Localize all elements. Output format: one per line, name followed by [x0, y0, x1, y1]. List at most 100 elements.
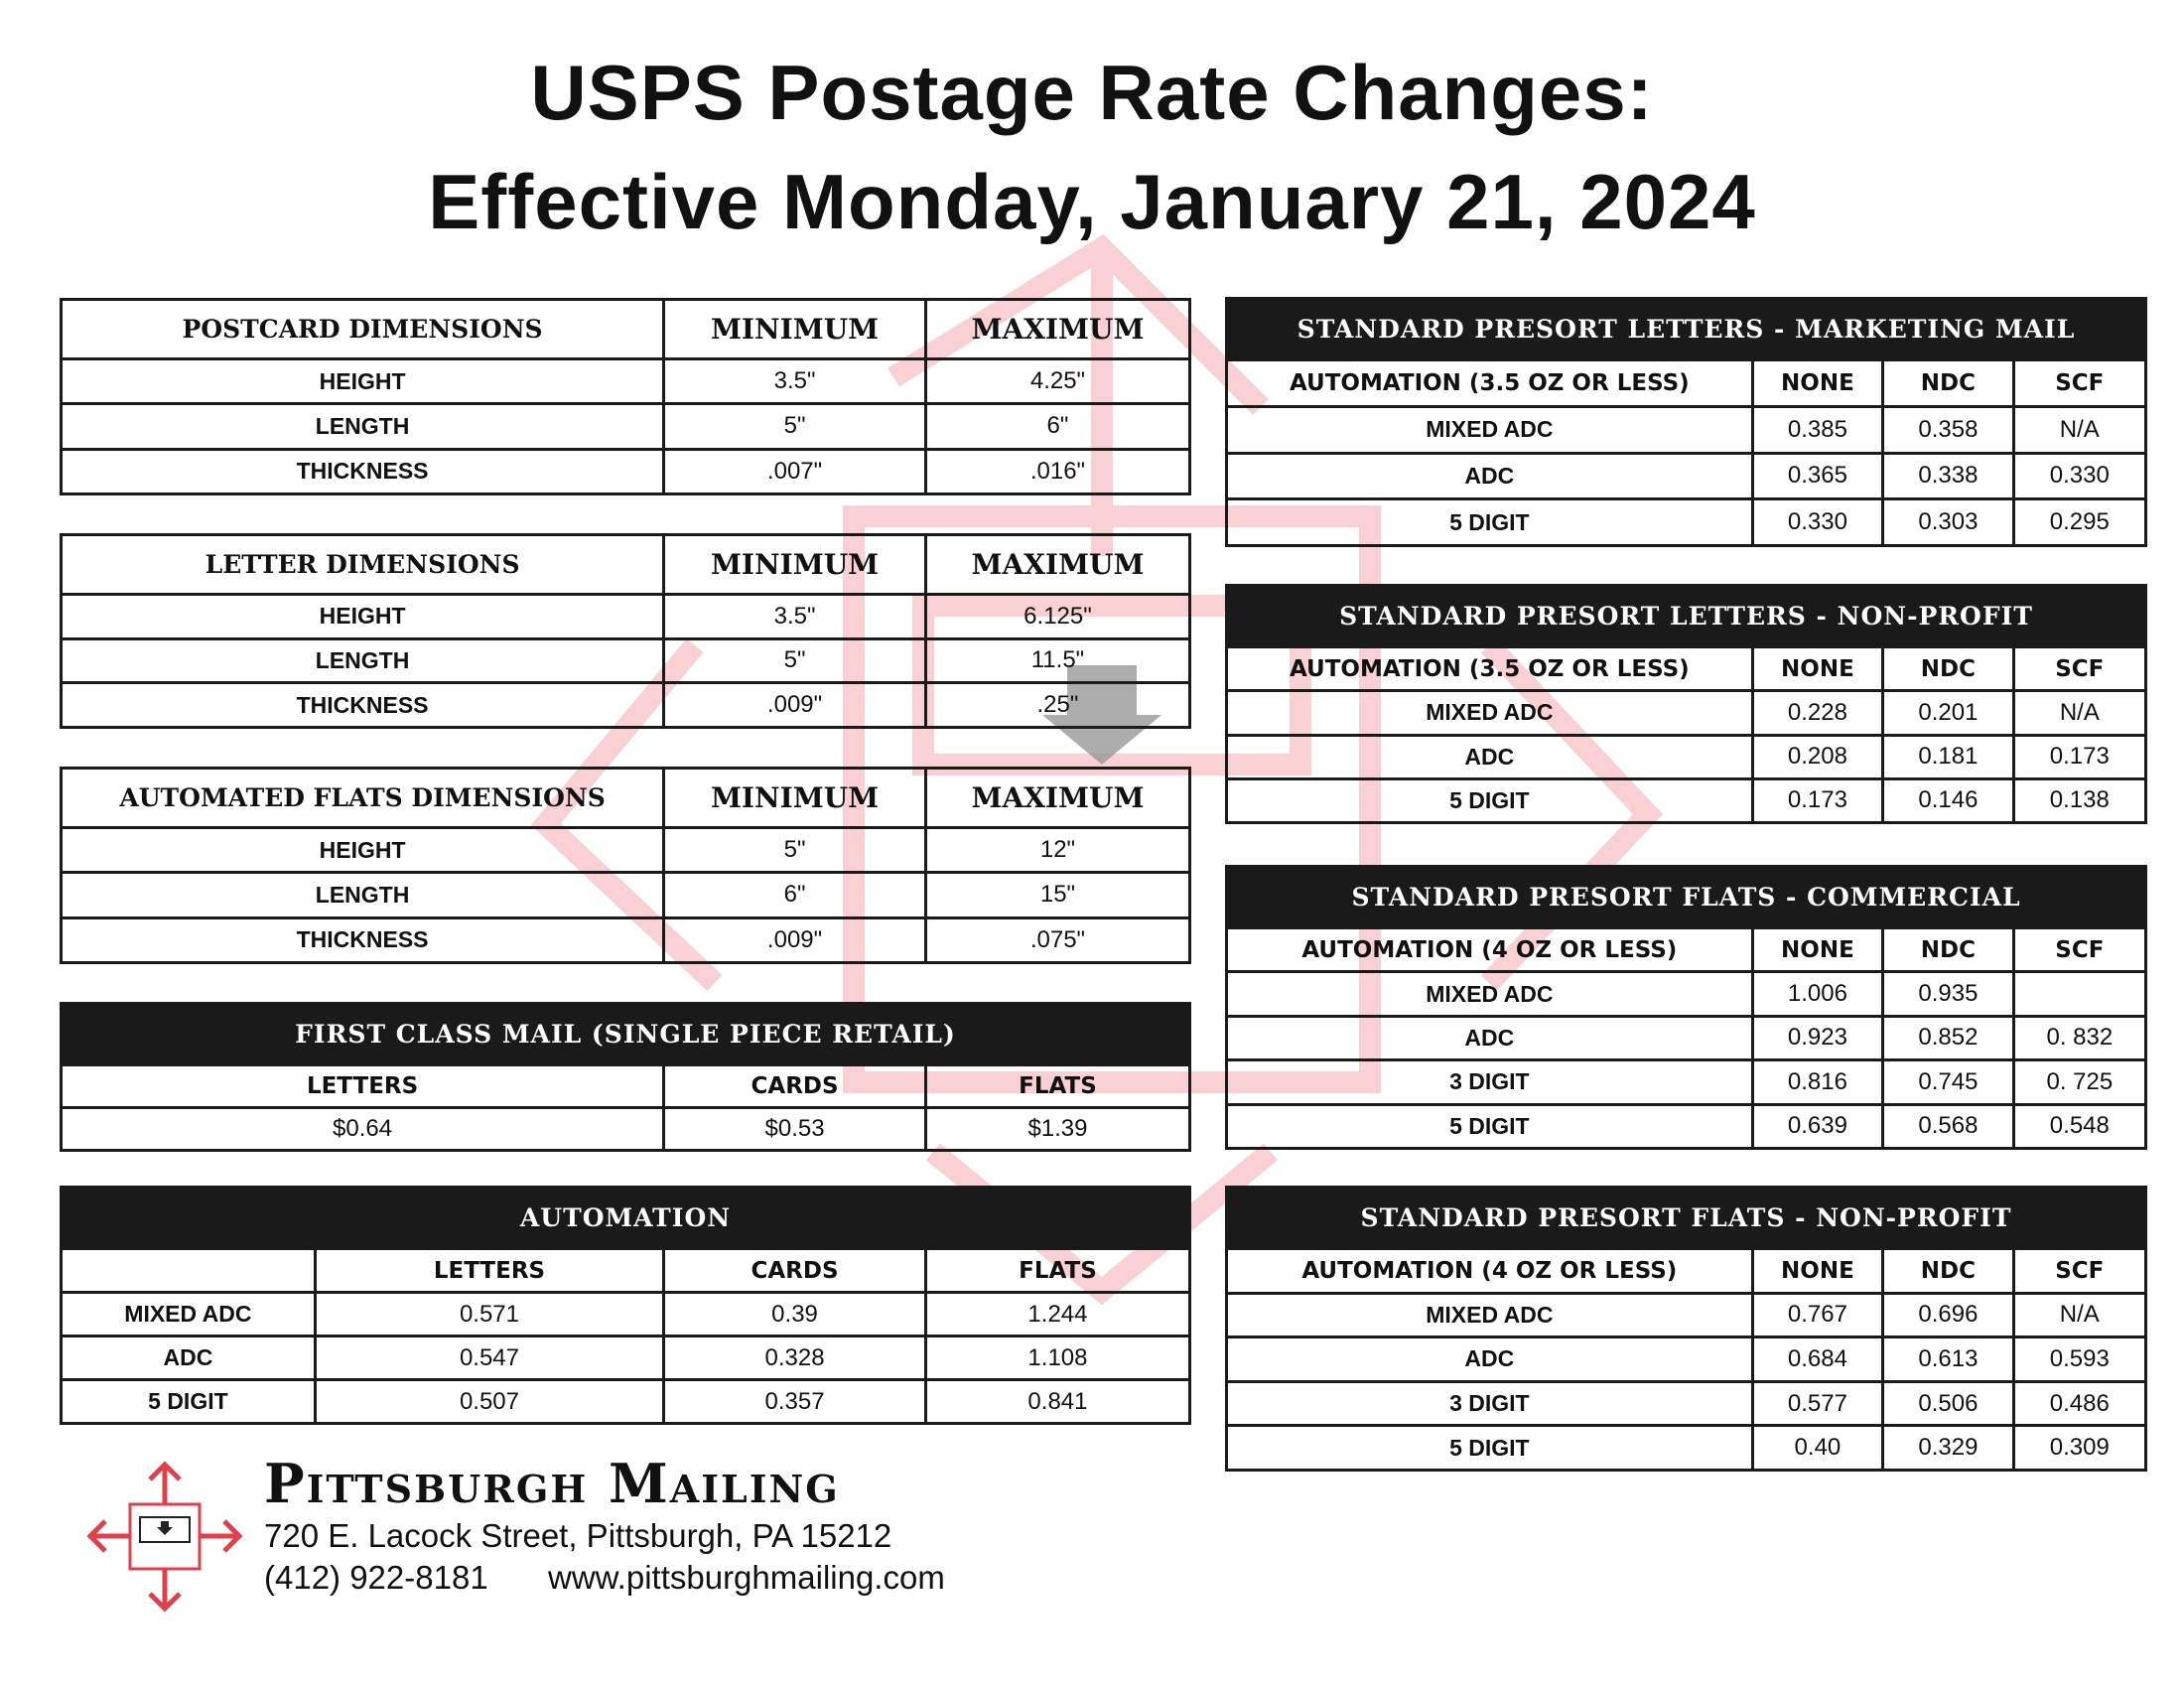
- data-row: THICKNESS .007" .016": [59, 447, 1191, 495]
- title-line: USPS Postage Rate Changes:: [530, 49, 1654, 136]
- header-cell: [60, 1247, 317, 1294]
- data-row: MIXED ADC 0.385 0.358 N/A: [1225, 404, 2147, 455]
- cell: 0.146: [1881, 776, 2015, 825]
- data-row: 5 DIGIT 0.173 0.146 0.138: [1225, 776, 2148, 825]
- data-row: ADC 0.365 0.338 0.330: [1225, 451, 2147, 501]
- cell: HEIGHT: [59, 825, 666, 875]
- header-cell: NDC: [1881, 1247, 2015, 1295]
- header-cell: NONE: [1750, 644, 1885, 693]
- cell: 3 DIGIT: [1225, 1379, 1754, 1428]
- data-table: POSTCARD DIMENSIONS MINIMUM MAXIMUM HEIGHT 3…: [59, 298, 1191, 495]
- cell: 0.613: [1881, 1336, 2015, 1383]
- data-row: 5 DIGIT 0.639 0.568 0.548: [1225, 1102, 2148, 1150]
- cell: 0.684: [1750, 1336, 1885, 1383]
- data-row: 3 DIGIT 0.816 0.745 0. 725: [1225, 1058, 2148, 1106]
- cell: .009": [662, 915, 927, 964]
- cell: 0.208: [1750, 733, 1885, 780]
- cell: 4.25": [923, 356, 1191, 406]
- header-cell: LETTER DIMENSIONS: [59, 533, 666, 596]
- cell: $0.64: [59, 1106, 666, 1152]
- header-cell: NONE: [1750, 1247, 1885, 1295]
- data-table: AUTOMATION LETTERS CARDS FLATS MIXED ADC 0.57…: [60, 1186, 1192, 1425]
- cell: 6": [662, 871, 927, 919]
- data-row: HEIGHT 5" 12": [59, 825, 1191, 875]
- cell: N/A: [2011, 1291, 2147, 1339]
- cell: 0.767: [1750, 1291, 1885, 1339]
- cell: 1.006: [1750, 970, 1885, 1018]
- cell: 11.5": [923, 636, 1191, 685]
- cell: .009": [662, 681, 927, 729]
- data-table: STANDARD PRESORT LETTERS - NON-PROFIT AUT…: [1225, 584, 2148, 825]
- header-cell: MAXIMUM: [923, 298, 1191, 360]
- header-cell: NDC: [1881, 644, 2015, 693]
- cell: ADC: [1225, 451, 1754, 501]
- data-row: THICKNESS .009" .25": [59, 681, 1191, 729]
- table-title: STANDARD PRESORT LETTERS - NON-PROFIT: [1225, 584, 2147, 648]
- cell: 0.696: [1881, 1291, 2015, 1339]
- cell: 0.548: [2011, 1102, 2148, 1150]
- cell: 0. 725: [2011, 1058, 2148, 1106]
- header-cell: NONE: [1750, 358, 1885, 408]
- title-line: Effective Monday, January 21, 2024: [428, 158, 1756, 245]
- data-row: THICKNESS .009" .075": [59, 915, 1191, 964]
- cell: 5": [662, 636, 927, 685]
- cell: 0.328: [662, 1335, 927, 1381]
- cell: 0.181: [1881, 733, 2015, 780]
- cell: 0.841: [923, 1378, 1192, 1425]
- cell: .075": [923, 915, 1191, 964]
- cell: 0.365: [1750, 451, 1885, 501]
- address: 720 E. Lacock Street, Pittsburgh, PA 152…: [264, 1517, 892, 1554]
- title-row: STANDARD PRESORT LETTERS - NON-PROFIT: [1225, 584, 2147, 648]
- cell: 0.816: [1750, 1058, 1885, 1106]
- header-cell: MAXIMUM: [923, 533, 1191, 596]
- cell: 6": [923, 402, 1191, 451]
- table-title: FIRST CLASS MAIL (SINGLE PIECE RETAIL): [59, 1002, 1192, 1066]
- header-cell: AUTOMATION (3.5 OZ OR LESS): [1225, 644, 1754, 693]
- header-cell: LETTERS: [313, 1247, 666, 1294]
- data-row: ADC 0.547 0.328 1.108: [60, 1335, 1192, 1381]
- data-row: 5 DIGIT 0.40 0.329 0.309: [1225, 1424, 2147, 1472]
- data-row: 5 DIGIT 0.507 0.357 0.841: [60, 1378, 1192, 1425]
- table-title: STANDARD PRESORT LETTERS - MARKETING MAI…: [1225, 297, 2147, 361]
- header-row: POSTCARD DIMENSIONS MINIMUM MAXIMUM: [59, 298, 1191, 360]
- cell: MIXED ADC: [1225, 689, 1754, 737]
- header-cell: MINIMUM: [662, 767, 927, 829]
- cell: 1.244: [923, 1291, 1192, 1337]
- cell: 0.547: [313, 1335, 666, 1381]
- cell: ADC: [1225, 1336, 1754, 1383]
- data-row: 5 DIGIT 0.330 0.303 0.295: [1225, 497, 2147, 547]
- title-row: STANDARD PRESORT FLATS - COMMERCIAL: [1224, 865, 2148, 929]
- header-row: AUTOMATION (3.5 OZ OR LESS) NONE NDC SCF: [1225, 358, 2147, 408]
- data-table: AUTOMATED FLATS DIMENSIONS MINIMUM MAXIMUM…: [59, 767, 1191, 964]
- cell: 0.330: [1750, 497, 1885, 547]
- data-table: STANDARD PRESORT LETTERS - MARKETING MAI…: [1225, 297, 2147, 547]
- cell: 0.173: [1750, 776, 1885, 825]
- header-cell: NONE: [1750, 925, 1885, 974]
- data-row: LENGTH 5" 6": [59, 402, 1191, 451]
- cell: 0.506: [1881, 1379, 2015, 1428]
- data-row: HEIGHT 3.5" 4.25": [59, 356, 1191, 406]
- header-cell: MINIMUM: [662, 533, 927, 596]
- cell: 0.309: [2011, 1424, 2147, 1472]
- cell: N/A: [2011, 404, 2147, 455]
- cell: 3.5": [662, 593, 927, 640]
- data-row: MIXED ADC 0.571 0.39 1.244: [60, 1291, 1192, 1337]
- header-cell: NDC: [1881, 925, 2015, 974]
- cell: 0.357: [662, 1378, 927, 1425]
- cell: .016": [923, 447, 1191, 495]
- header-cell: CARDS: [662, 1247, 927, 1294]
- company-name: Pittsburgh Mailing: [264, 1452, 840, 1515]
- cell: THICKNESS: [59, 915, 666, 964]
- title-row: FIRST CLASS MAIL (SINGLE PIECE RETAIL): [59, 1002, 1192, 1066]
- cell: ADC: [60, 1335, 317, 1381]
- cell: 0.745: [1881, 1058, 2015, 1106]
- header-cell: SCF: [2011, 358, 2147, 408]
- cell: MIXED ADC: [60, 1291, 317, 1337]
- cell: 0.40: [1750, 1424, 1885, 1472]
- header-cell: MINIMUM: [662, 298, 927, 360]
- data-table: FIRST CLASS MAIL (SINGLE PIECE RETAIL) LE…: [59, 1002, 1192, 1152]
- cell: MIXED ADC: [1225, 404, 1754, 455]
- table-title: AUTOMATION: [60, 1186, 1191, 1250]
- cell: 5": [662, 825, 927, 875]
- cell: HEIGHT: [59, 593, 666, 640]
